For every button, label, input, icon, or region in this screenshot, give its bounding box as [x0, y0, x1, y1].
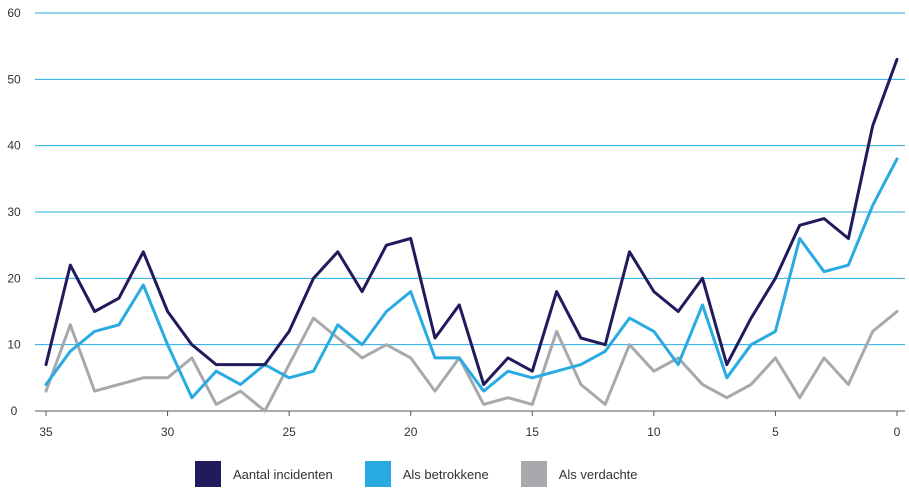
x-axis-tick-labels: 35 30 25 20 15 10 5 0	[39, 411, 901, 439]
legend-item-als-betrokkene: Als betrokkene	[364, 461, 489, 487]
series-line-als-betrokkene	[44, 157, 899, 400]
x-tick-label: 10	[647, 425, 661, 439]
series-line-aantal-incidenten	[44, 57, 899, 386]
x-tick-label: 35	[39, 425, 53, 439]
series-line-als-verdachte	[44, 310, 899, 413]
y-tick-label: 60	[7, 6, 21, 20]
legend-label: Als verdachte	[558, 466, 638, 482]
x-tick-label: 0	[894, 425, 901, 439]
legend-item-aantal-incidenten: Aantal incidenten	[195, 461, 333, 487]
y-tick-label: 0	[11, 404, 18, 418]
legend-label: Aantal incidenten	[233, 466, 333, 482]
x-tick-label: 15	[526, 425, 540, 439]
gridlines	[35, 12, 905, 412]
series-lines	[44, 57, 899, 413]
legend-swatch	[195, 461, 221, 487]
x-tick-label: 20	[404, 425, 418, 439]
x-tick-label: 25	[282, 425, 296, 439]
x-tick-label: 5	[772, 425, 779, 439]
y-axis-tick-labels: 0 10 20 30 40 50 60	[7, 6, 21, 418]
y-tick-label: 30	[7, 205, 21, 219]
legend-swatch	[364, 461, 391, 487]
legend-label: Als betrokkene	[402, 466, 489, 482]
legend-swatch	[520, 461, 547, 487]
legend-item-als-verdachte: Als verdachte	[520, 461, 638, 487]
x-tick-label: 30	[161, 425, 175, 439]
y-tick-label: 50	[7, 72, 21, 86]
y-tick-label: 10	[7, 338, 21, 352]
legend: Aantal incidenten Als betrokkene Als ver…	[195, 461, 670, 487]
y-tick-label: 40	[7, 139, 21, 153]
y-tick-label: 20	[7, 271, 21, 285]
